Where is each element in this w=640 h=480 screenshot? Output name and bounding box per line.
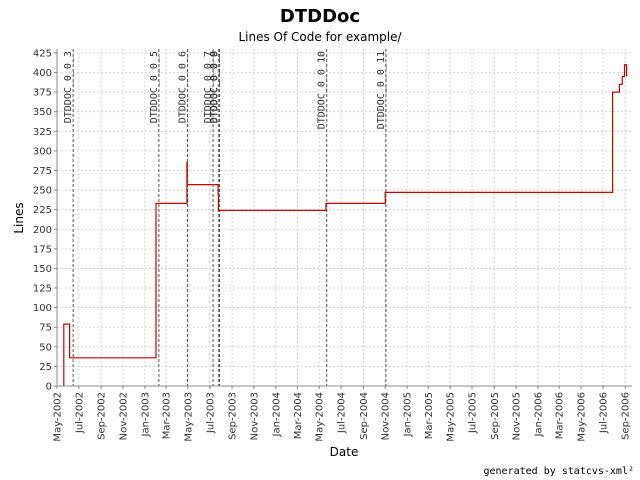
y-tick-label: 125: [33, 284, 52, 295]
y-tick-label: 100: [33, 303, 52, 314]
y-tick-label: 25: [39, 362, 52, 373]
axes: 0 25 50 75 100 125 150 175 200 225 250 275 300 325 350…: [33, 48, 632, 442]
x-tick-label: Sep-2004: [359, 392, 370, 440]
x-tick-label: May-2006: [577, 392, 588, 442]
release-marker-label: DTDDOC_0_0_10: [317, 51, 328, 129]
y-tick-label: 350: [33, 107, 52, 118]
release-marker-label: DTDDOC_0_0_3: [63, 51, 74, 123]
y-tick-label: 275: [33, 166, 52, 177]
y-tick-label: 50: [39, 342, 52, 353]
y-tick-label: 200: [33, 225, 52, 236]
release-marker-label: DTDDOC_0_0_5: [149, 51, 160, 123]
release-marker-label: DTDDOC_0_0_9: [209, 51, 220, 123]
x-tick-label: Jul-2006: [598, 392, 609, 434]
x-tick-label: Mar-2005: [424, 392, 435, 439]
x-axis-label: Date: [330, 445, 359, 459]
series-layer: [63, 64, 628, 386]
x-tick-label: Sep-2006: [621, 392, 632, 440]
x-tick-label: Jul-2002: [74, 392, 85, 434]
x-tick-label: Jul-2003: [205, 392, 216, 434]
chart-title: DTDDoc: [280, 6, 360, 27]
grid: [56, 49, 632, 386]
x-tick-label: Sep-2003: [228, 392, 239, 440]
y-tick-label: 225: [33, 205, 52, 216]
x-tick-label: Jul-2005: [468, 392, 479, 434]
x-tick-label: Jan-2006: [534, 392, 545, 437]
x-tick-label: Jan-2003: [140, 392, 151, 437]
x-tick-label: Mar-2006: [555, 392, 566, 439]
y-tick-label: 150: [33, 264, 52, 275]
release-markers: DTDDOC_0_0_3 DTDDOC_0_0_5 DTDDOC_0_0_6 DTDD…: [63, 49, 387, 386]
y-tick-label: 325: [33, 127, 52, 138]
chart-subtitle: Lines Of Code for example/: [238, 30, 402, 44]
y-tick-label: 400: [33, 68, 52, 79]
x-tick-label: Nov-2005: [512, 392, 523, 440]
x-tick-label: Mar-2004: [293, 392, 304, 439]
plot-area: [57, 49, 632, 386]
y-tick-label: 250: [33, 186, 52, 197]
x-tick-label: Sep-2002: [97, 392, 108, 440]
y-tick-label: 375: [33, 88, 52, 99]
y-tick-label: 0: [46, 382, 52, 393]
y-tick-label: 300: [33, 146, 52, 157]
x-tick-label: Nov-2002: [119, 392, 130, 440]
x-tick-label: Nov-2004: [381, 392, 392, 440]
x-tick-label: Sep-2005: [490, 392, 501, 440]
x-tick-label: May-2005: [446, 392, 457, 442]
x-tick-label: May-2002: [53, 392, 64, 442]
x-tick-label: Jul-2004: [337, 392, 348, 434]
release-marker-label: DTDDOC_0_0_8: [209, 51, 220, 123]
y-tick-label: 75: [39, 323, 52, 334]
x-tick-label: Jan-2005: [403, 392, 414, 437]
generated-by-footer: generated by statcvs-xml²: [483, 466, 634, 477]
release-marker-label: DTDDOC_0_0_6: [178, 51, 189, 123]
x-tick-label: Jan-2004: [271, 392, 282, 437]
release-marker-label: DTDDOC_0_0_11: [376, 51, 387, 129]
y-tick-label: 175: [33, 244, 52, 255]
x-tick-label: May-2003: [183, 392, 194, 442]
series-line: [63, 64, 628, 386]
y-axis-label: Lines: [12, 202, 26, 233]
x-tick-label: Nov-2003: [249, 392, 260, 440]
y-tick-label: 425: [33, 48, 52, 59]
x-tick-label: Mar-2003: [162, 392, 173, 439]
x-tick-label: May-2004: [315, 392, 326, 442]
release-marker-label: DTDDOC_0_0_7: [203, 51, 214, 123]
